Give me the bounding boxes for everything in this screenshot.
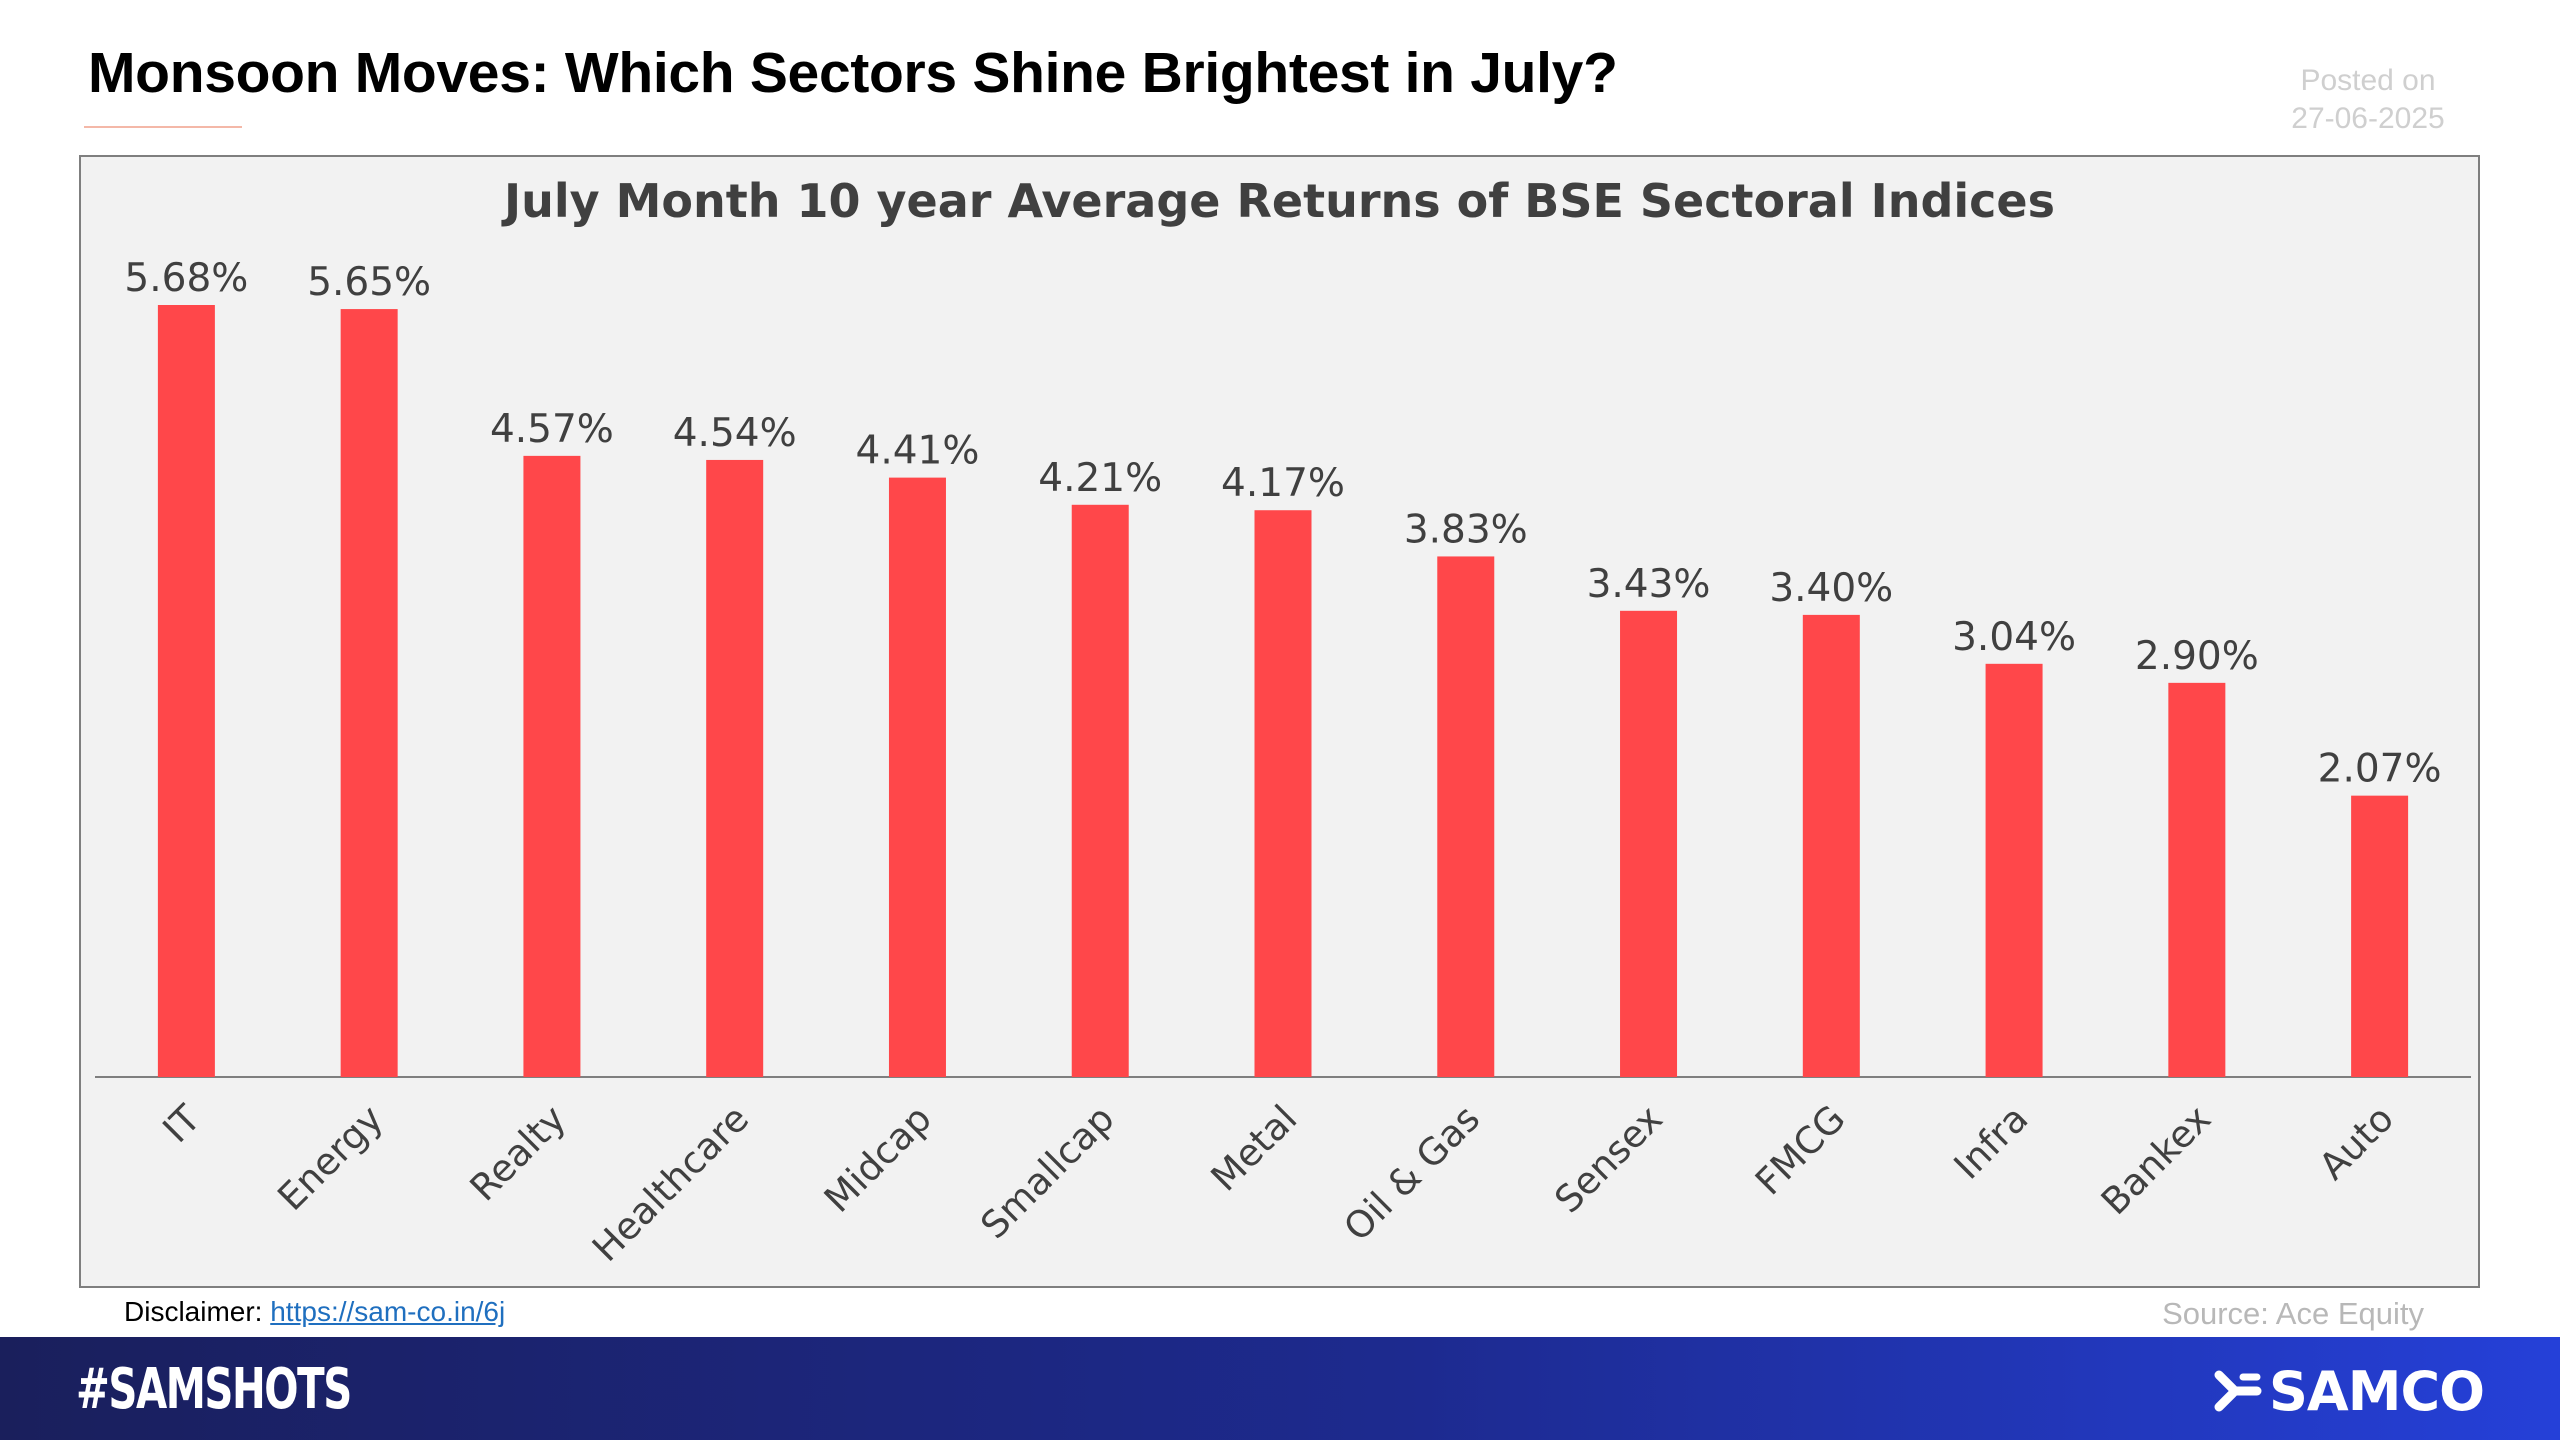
category-label: IT xyxy=(155,1097,209,1151)
category-label: Bankex xyxy=(2093,1097,2219,1223)
data-label: 2.07% xyxy=(2318,747,2442,792)
category-label: Healthcare xyxy=(584,1097,757,1270)
bar-energy xyxy=(340,309,398,1077)
bar-auto xyxy=(2351,795,2409,1077)
title-underline xyxy=(84,126,242,128)
bar-chart: July Month 10 year Average Returns of BS… xyxy=(95,174,2471,1270)
bar-bankex xyxy=(2168,682,2226,1077)
category-label: Infra xyxy=(1946,1097,2037,1188)
category-label: Realty xyxy=(462,1097,575,1210)
bar-fmcg xyxy=(1802,614,1860,1077)
bar-oil-gas xyxy=(1437,556,1495,1077)
data-label: 5.65% xyxy=(307,260,431,305)
footer-bar: #SAMSHOTS SAMCO xyxy=(0,1337,2560,1440)
category-label: FMCG xyxy=(1747,1097,1854,1204)
bar-sensex xyxy=(1620,610,1678,1077)
bar-it xyxy=(157,305,215,1077)
data-label: 3.40% xyxy=(1769,566,1893,611)
disclaimer-label: Disclaimer: xyxy=(124,1296,271,1327)
disclaimer-link[interactable]: https://sam-co.in/6j xyxy=(270,1296,506,1327)
category-label: Metal xyxy=(1203,1097,1306,1200)
bar-realty xyxy=(523,455,581,1077)
chart-title: July Month 10 year Average Returns of BS… xyxy=(501,174,2055,228)
data-label: 5.68% xyxy=(124,256,248,301)
bar-midcap xyxy=(888,477,946,1077)
disclaimer: Disclaimer: https://sam-co.in/6j xyxy=(124,1296,505,1328)
data-label: 4.57% xyxy=(490,407,614,452)
data-label: 4.54% xyxy=(673,411,797,456)
data-label: 4.17% xyxy=(1221,461,1345,506)
brand-name: SAMCO xyxy=(2269,1359,2485,1423)
data-label: 4.41% xyxy=(856,429,980,474)
bar-metal xyxy=(1254,510,1312,1077)
posted-label: Posted on xyxy=(2300,64,2436,97)
data-label: 2.90% xyxy=(2135,634,2259,679)
posted-info: Posted on 27-06-2025 xyxy=(2268,62,2468,138)
category-label: Auto xyxy=(2311,1097,2402,1188)
bar-healthcare xyxy=(706,459,764,1077)
category-label: Oil & Gas xyxy=(1336,1097,1489,1250)
source-note: Source: Ace Equity xyxy=(2162,1296,2424,1331)
samco-mark-icon xyxy=(2214,1370,2262,1412)
bar-smallcap xyxy=(1071,504,1129,1077)
posted-date: 27-06-2025 xyxy=(2291,102,2445,135)
bar-infra xyxy=(1985,663,2043,1077)
brand-logo: SAMCO xyxy=(2213,1360,2485,1423)
category-label: Smallcap xyxy=(973,1097,1123,1247)
page-title: Monsoon Moves: Which Sectors Shine Brigh… xyxy=(88,41,1618,105)
data-label: 4.21% xyxy=(1038,456,1162,501)
category-label: Midcap xyxy=(816,1097,940,1221)
category-label: Sensex xyxy=(1546,1097,1670,1221)
data-label: 3.04% xyxy=(1952,615,2076,660)
hashtag-label: #SAMSHOTS xyxy=(76,1357,352,1422)
chart-panel: July Month 10 year Average Returns of BS… xyxy=(79,155,2480,1288)
data-label: 3.83% xyxy=(1404,507,1528,552)
data-label: 3.43% xyxy=(1587,562,1711,607)
category-label: Energy xyxy=(270,1097,392,1219)
